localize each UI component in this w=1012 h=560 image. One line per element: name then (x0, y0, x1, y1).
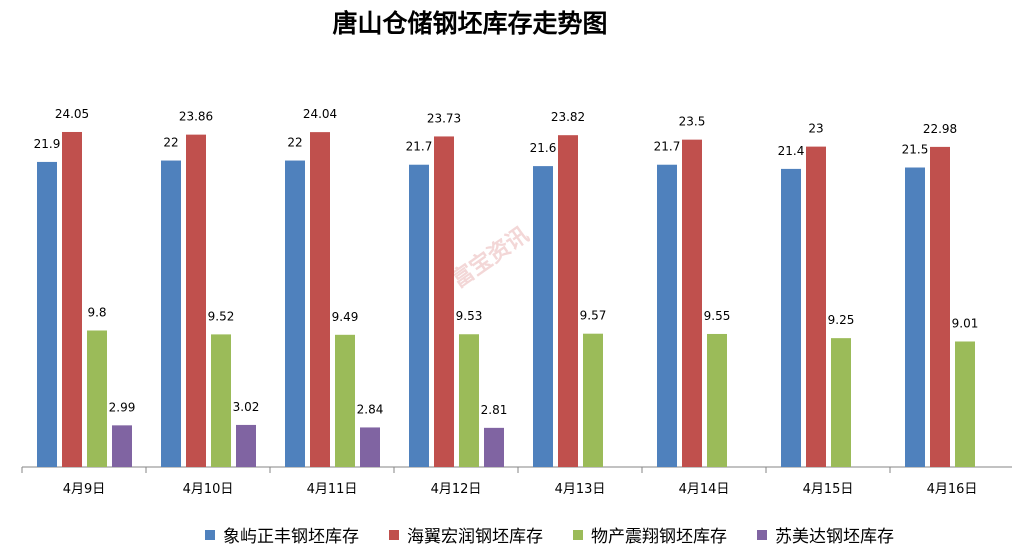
data-label: 9.49 (332, 310, 359, 324)
data-label: 9.25 (828, 313, 855, 327)
bar (905, 167, 925, 467)
legend-swatch (757, 529, 767, 540)
data-label: 9.8 (87, 305, 106, 319)
bar (806, 146, 826, 468)
legend-item: 苏美达钢坯库存 (757, 522, 894, 547)
bar (682, 139, 702, 467)
data-label: 22.98 (923, 122, 957, 136)
bar (37, 161, 57, 468)
legend-swatch (205, 529, 215, 540)
bar (484, 427, 504, 467)
data-label: 9.53 (456, 309, 483, 323)
data-label: 24.05 (55, 107, 89, 121)
x-tick-label: 4月15日 (803, 482, 854, 497)
data-label: 2.99 (109, 400, 136, 414)
data-label: 21.5 (902, 143, 929, 157)
x-tick-label: 4月14日 (679, 482, 730, 497)
data-label: 22 (163, 136, 178, 150)
data-label: 22 (287, 136, 302, 150)
legend-label: 物产震翔钢坯库存 (591, 527, 727, 547)
data-label: 2.84 (357, 402, 384, 416)
bar (409, 164, 429, 467)
legend-label: 象屿正丰钢坯库存 (223, 527, 359, 547)
bar (87, 330, 107, 467)
x-tick-label: 4月13日 (555, 482, 606, 497)
bar (434, 136, 454, 467)
legend-item: 海翼宏润钢坯库存 (389, 522, 543, 547)
bar (583, 333, 603, 467)
legend-label: 海翼宏润钢坯库存 (407, 527, 543, 547)
data-label: 9.52 (208, 309, 235, 323)
bar (360, 427, 380, 467)
bar (657, 164, 677, 467)
x-tick-label: 4月12日 (431, 482, 482, 497)
data-label: 21.4 (778, 144, 805, 158)
data-label: 9.55 (704, 309, 731, 323)
data-label: 23.82 (551, 110, 585, 124)
bar (285, 160, 305, 468)
data-label: 9.57 (580, 309, 607, 323)
bar (930, 146, 950, 467)
bar (707, 333, 727, 467)
bar (236, 424, 256, 467)
legend-item: 象屿正丰钢坯库存 (205, 522, 359, 547)
x-tick-label: 4月9日 (63, 482, 106, 497)
x-tick-label: 4月11日 (307, 482, 358, 497)
legend-label: 苏美达钢坯库存 (775, 527, 894, 547)
bar (955, 341, 975, 467)
bar (112, 425, 132, 467)
bar (211, 334, 231, 467)
data-label: 24.04 (303, 107, 337, 121)
data-label: 2.81 (481, 403, 508, 417)
legend: 象屿正丰钢坯库存 海翼宏润钢坯库存 物产震翔钢坯库存 苏美达钢坯库存 (205, 522, 894, 547)
chart-title: 唐山仓储钢坯库存走势图 (332, 9, 608, 38)
x-tick-label: 4月16日 (927, 482, 978, 497)
data-label: 23.73 (427, 111, 461, 125)
data-label: 23.86 (179, 110, 213, 124)
data-label: 9.01 (952, 316, 979, 330)
bar (533, 166, 553, 467)
data-label: 21.7 (406, 140, 433, 154)
legend-swatch (573, 529, 583, 540)
bar (310, 132, 330, 467)
x-tick-label: 4月10日 (183, 482, 234, 497)
bar (335, 334, 355, 467)
bar (831, 338, 851, 467)
data-label: 21.6 (530, 141, 557, 155)
bar (558, 135, 578, 468)
data-label: 23.5 (679, 115, 706, 129)
legend-item: 物产震翔钢坯库存 (573, 522, 727, 547)
bar (186, 134, 206, 468)
data-label: 21.7 (654, 140, 681, 154)
bar (459, 334, 479, 467)
data-label: 23 (808, 122, 823, 136)
bar (62, 131, 82, 467)
bar (781, 168, 801, 467)
data-label: 3.02 (233, 400, 260, 414)
bar (161, 160, 181, 468)
legend-swatch (389, 529, 399, 540)
data-label: 21.9 (34, 137, 61, 151)
